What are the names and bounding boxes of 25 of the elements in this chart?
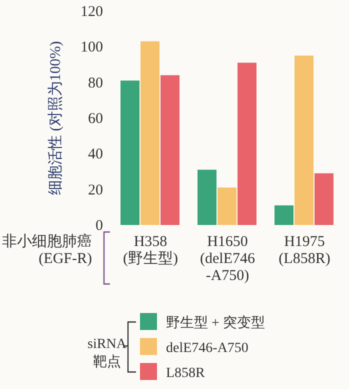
x-tick-label: H358 (野生型) [123, 234, 178, 267]
legend-label: 野生型 + 突变型 [166, 315, 265, 331]
bar [314, 173, 334, 225]
bar [120, 80, 140, 225]
y-tick-label: 60 [88, 111, 103, 127]
x-tick-label: H1975 (L858R) [278, 234, 330, 267]
bar [294, 56, 314, 225]
legend-label: L858R [166, 366, 206, 381]
y-axis-title: 细胞活性 (对照为100%) [47, 41, 64, 195]
legend-label: delE746-A750 [166, 341, 248, 356]
bar [198, 170, 216, 225]
x-axis-title: 非小细胞肺癌 (EGF-R) [2, 233, 92, 267]
y-tick-label: 80 [88, 75, 103, 92]
y-tick-label: 40 [88, 146, 103, 163]
y-tick-label: 20 [88, 182, 103, 198]
bar [160, 75, 180, 225]
bar [140, 41, 160, 225]
bar [274, 205, 294, 225]
y-tick-label: 0 [96, 218, 103, 234]
x-tick-label: H1650 (delE746 -A750) [200, 234, 256, 284]
bar [218, 188, 236, 225]
y-tick-label: 100 [80, 40, 103, 56]
bar [238, 62, 256, 225]
legend-title: siRNA 靶点 [88, 337, 128, 370]
y-tick-label: 120 [80, 4, 103, 20]
